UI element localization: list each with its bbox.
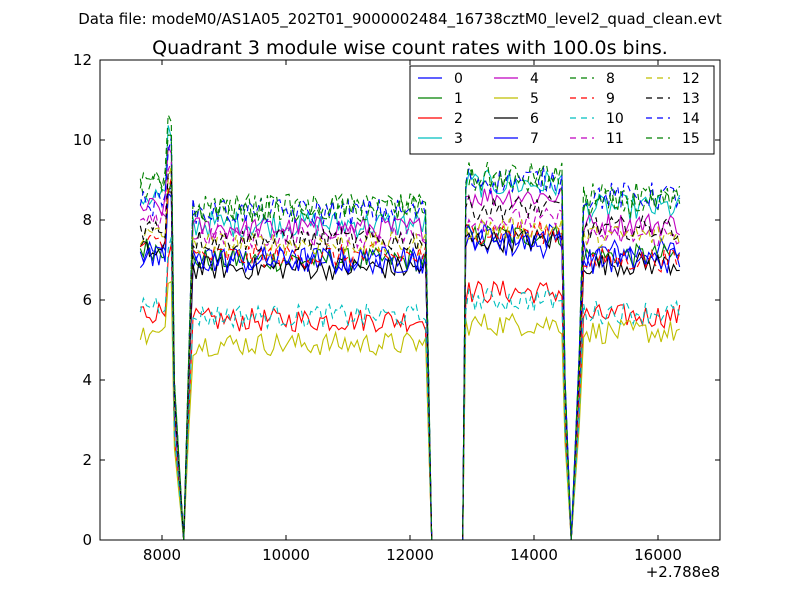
legend-label-9: 9	[606, 91, 615, 107]
x-offset-label: +2.788e8	[646, 563, 720, 581]
series-line-2	[140, 243, 681, 540]
legend-label-4: 4	[530, 71, 539, 87]
series-line-15	[139, 114, 681, 540]
legend-label-15: 15	[682, 131, 700, 147]
series-line-6	[139, 191, 680, 540]
series-line-13	[139, 170, 681, 540]
y-tick-label: 8	[82, 211, 92, 229]
x-tick-label: 12000	[386, 546, 434, 564]
chart-suptitle: Data file: modeM0/AS1A05_202T01_90000024…	[78, 10, 722, 29]
legend-label-10: 10	[606, 111, 624, 127]
chart-title: Quadrant 3 module wise count rates with …	[152, 37, 668, 59]
y-tick-label: 4	[82, 371, 92, 389]
series-line-8	[139, 134, 681, 540]
legend-label-1: 1	[454, 91, 463, 107]
legend-label-6: 6	[530, 111, 539, 127]
series-line-5	[139, 280, 680, 540]
legend-label-2: 2	[454, 111, 463, 127]
x-tick-label: 10000	[262, 546, 310, 564]
series-line-0	[139, 187, 681, 540]
series-line-7	[139, 191, 681, 540]
x-tick-label: 16000	[634, 546, 682, 564]
legend-label-8: 8	[606, 71, 615, 87]
y-tick-label: 6	[82, 291, 92, 309]
series-line-9	[139, 177, 681, 540]
series-line-14	[139, 137, 681, 540]
x-tick-label: 14000	[510, 546, 558, 564]
legend-label-11: 11	[606, 131, 624, 147]
legend-label-7: 7	[530, 131, 539, 147]
x-tick-label: 8000	[143, 546, 181, 564]
legend-label-13: 13	[682, 91, 700, 107]
y-tick-label: 0	[82, 531, 92, 549]
legend-label-5: 5	[530, 91, 539, 107]
legend-label-3: 3	[454, 131, 463, 147]
series-line-11	[140, 161, 680, 540]
legend-label-12: 12	[682, 71, 700, 87]
y-tick-label: 12	[73, 51, 92, 69]
y-tick-label: 10	[73, 131, 92, 149]
series-layer	[139, 114, 681, 540]
series-line-3	[139, 125, 681, 540]
y-tick-label: 2	[82, 451, 92, 469]
legend-box	[409, 65, 715, 155]
series-line-12	[139, 165, 681, 540]
series-line-10	[139, 236, 681, 540]
legend-label-14: 14	[682, 111, 700, 127]
legend-label-0: 0	[454, 71, 463, 87]
